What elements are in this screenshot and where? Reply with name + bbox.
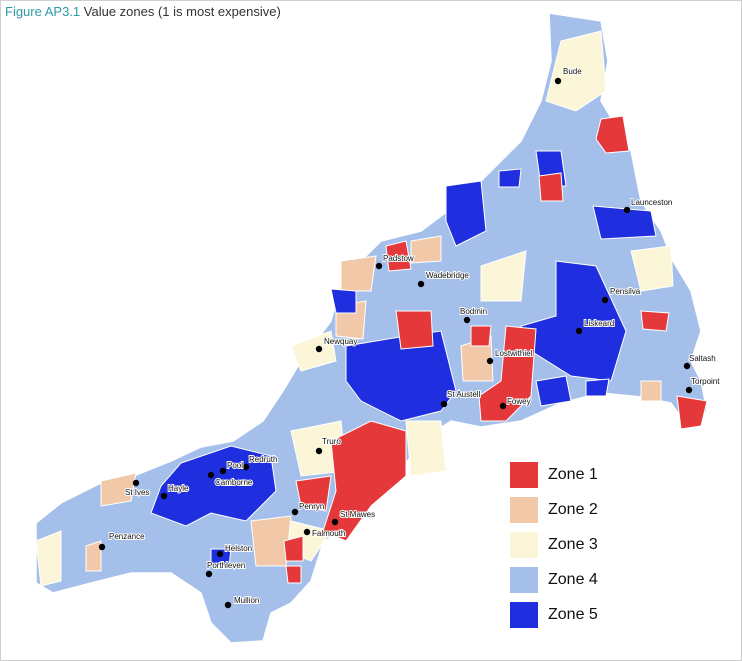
zone-2-areas	[85, 235, 662, 572]
town-dot	[575, 327, 583, 335]
town-dot	[160, 492, 168, 500]
town-dot	[132, 479, 140, 487]
figure-number: Figure AP3.1	[5, 4, 81, 19]
town-label: Truro	[322, 437, 341, 446]
town-label: Saltash	[689, 354, 716, 363]
town-label: Porthleven	[207, 561, 245, 570]
town-label: Camborne	[215, 478, 253, 487]
town-label: Liskeard	[584, 319, 614, 328]
zone-3-areas	[35, 30, 674, 587]
town-label: Redruth	[249, 455, 277, 464]
town-dot	[207, 471, 215, 479]
town-dot	[463, 316, 471, 324]
town-label: Pensilva	[610, 287, 641, 296]
legend-label: Zone 5	[548, 606, 598, 623]
town-dot	[315, 345, 323, 353]
legend-swatch	[510, 532, 538, 558]
town-dot	[685, 386, 693, 394]
town-dot	[499, 402, 507, 410]
town-label: Torpoint	[691, 377, 720, 386]
town-label: Padstow	[383, 254, 414, 263]
town-label: St Ives	[125, 488, 149, 497]
town-label: Penryn	[299, 502, 324, 511]
town-dot	[554, 77, 562, 85]
town-label: Hayle	[168, 484, 189, 493]
town-dot	[303, 528, 311, 536]
town-dot	[417, 280, 425, 288]
towns: Bude Launceston Padstow Wadebridge Pensilva B…	[98, 66, 721, 609]
town-dot	[291, 508, 299, 516]
town-dot	[242, 463, 250, 471]
town-label: Newquay	[324, 337, 357, 346]
town-label: St Austell	[447, 390, 481, 399]
town-dot	[486, 357, 494, 365]
caption: Value zones (1 is most expensive)	[83, 4, 281, 19]
legend-swatch	[510, 497, 538, 523]
town-dot	[224, 601, 232, 609]
town-label: Penzance	[109, 532, 145, 541]
town-label: Falmouth	[312, 529, 345, 538]
town-dot	[623, 206, 631, 214]
town-dot	[216, 550, 224, 558]
town-label: Bodmin	[460, 307, 487, 316]
town-dot	[683, 362, 691, 370]
town-label: Fowey	[507, 397, 531, 406]
zone-5-areas	[150, 150, 657, 567]
town-dot	[601, 296, 609, 304]
town-dot	[440, 400, 448, 408]
zone-1-areas	[283, 115, 708, 584]
town-label: Wadebridge	[426, 271, 469, 280]
legend-swatch	[510, 602, 538, 628]
town-dot	[375, 262, 383, 270]
town-label: St Mawes	[340, 510, 375, 519]
town-label: Bude	[563, 67, 582, 76]
town-label: Pool	[227, 461, 243, 470]
town-dot	[331, 518, 339, 526]
legend-swatch	[510, 567, 538, 593]
town-label: Lostwithiel	[495, 349, 533, 358]
town-label: Mullion	[234, 596, 259, 605]
town-label: Helston	[225, 544, 252, 553]
legend-label: Zone 2	[548, 501, 598, 518]
town-dot	[219, 467, 227, 475]
town-label: Launceston	[631, 198, 672, 207]
town-dot	[205, 570, 213, 578]
title: Figure AP3.1 Value zones (1 is most expe…	[5, 4, 281, 19]
legend-label: Zone 1	[548, 466, 598, 483]
legend-swatch	[510, 462, 538, 488]
legend-label: Zone 3	[548, 536, 598, 553]
legend-label: Zone 4	[548, 571, 598, 588]
legend: Zone 1 Zone 2 Zone 3 Zone 4 Zone 5	[510, 462, 598, 628]
town-dot	[98, 543, 106, 551]
town-dot	[315, 447, 323, 455]
